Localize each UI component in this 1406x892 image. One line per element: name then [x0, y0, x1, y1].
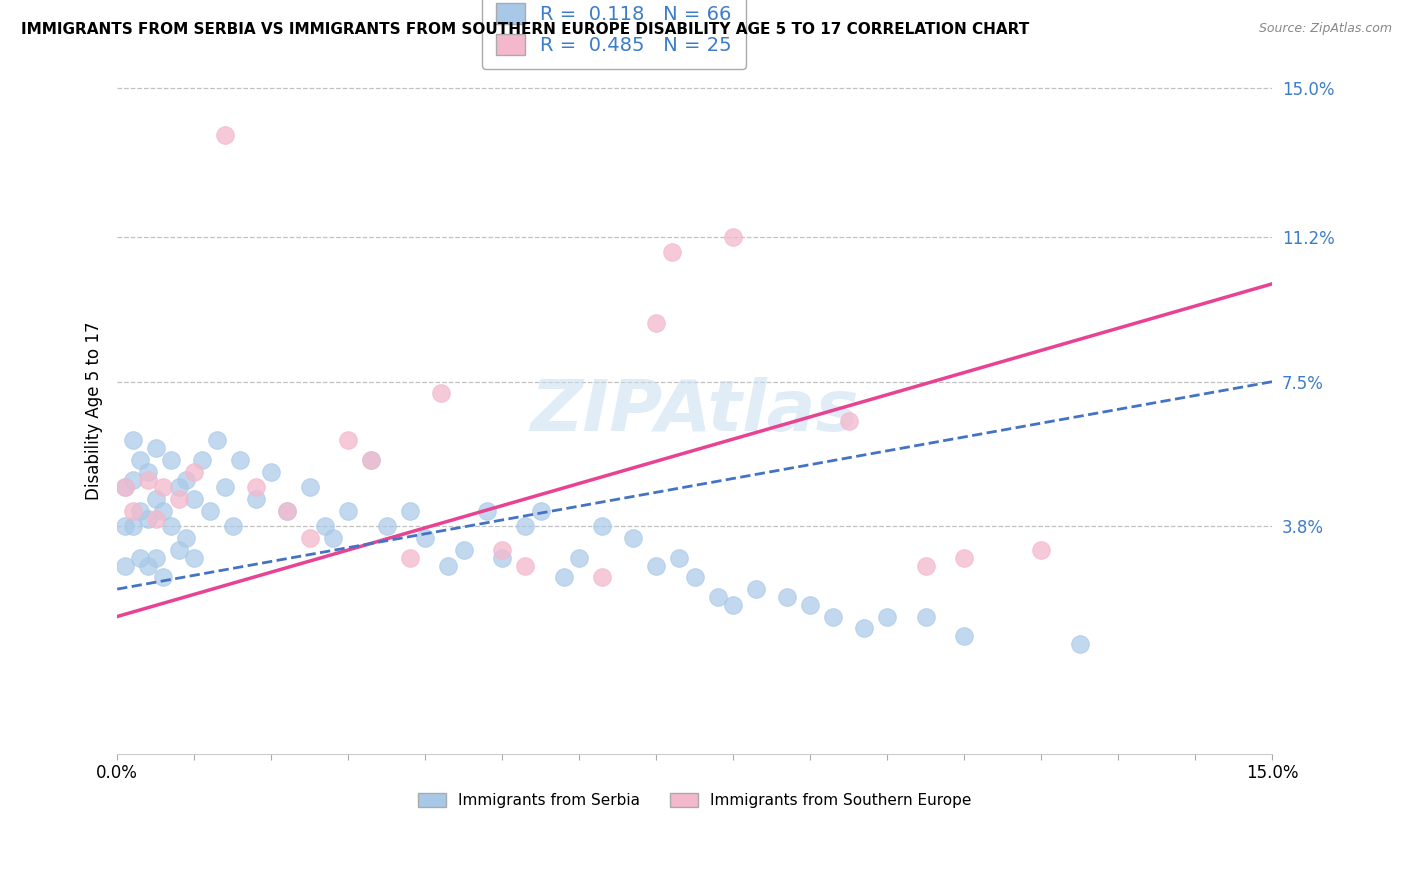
- Point: [129, 453, 152, 467]
- Text: ZIPAtlas: ZIPAtlas: [530, 376, 859, 445]
- Point: [645, 558, 668, 573]
- Point: [145, 511, 167, 525]
- Point: [191, 453, 214, 467]
- Point: [437, 558, 460, 573]
- Point: [668, 550, 690, 565]
- Point: [683, 570, 706, 584]
- Point: [1069, 637, 1091, 651]
- Point: [515, 519, 537, 533]
- Legend: Immigrants from Serbia, Immigrants from Southern Europe: Immigrants from Serbia, Immigrants from …: [412, 787, 977, 814]
- Point: [745, 582, 768, 596]
- Point: [260, 465, 283, 479]
- Point: [530, 504, 553, 518]
- Point: [121, 434, 143, 448]
- Point: [707, 590, 730, 604]
- Point: [515, 558, 537, 573]
- Point: [152, 504, 174, 518]
- Point: [145, 492, 167, 507]
- Point: [114, 558, 136, 573]
- Point: [298, 480, 321, 494]
- Point: [853, 621, 876, 635]
- Point: [876, 609, 898, 624]
- Point: [183, 492, 205, 507]
- Point: [838, 414, 860, 428]
- Point: [160, 453, 183, 467]
- Point: [591, 570, 613, 584]
- Point: [145, 550, 167, 565]
- Point: [152, 570, 174, 584]
- Point: [475, 504, 498, 518]
- Point: [229, 453, 252, 467]
- Point: [314, 519, 336, 533]
- Point: [114, 480, 136, 494]
- Point: [360, 453, 382, 467]
- Point: [429, 386, 451, 401]
- Point: [491, 543, 513, 558]
- Point: [375, 519, 398, 533]
- Point: [491, 550, 513, 565]
- Point: [398, 504, 420, 518]
- Point: [453, 543, 475, 558]
- Point: [167, 480, 190, 494]
- Point: [1031, 543, 1053, 558]
- Point: [276, 504, 298, 518]
- Point: [183, 465, 205, 479]
- Point: [645, 316, 668, 330]
- Point: [129, 550, 152, 565]
- Point: [799, 598, 821, 612]
- Point: [160, 519, 183, 533]
- Point: [953, 629, 976, 643]
- Point: [167, 543, 190, 558]
- Point: [914, 558, 936, 573]
- Point: [322, 531, 344, 545]
- Point: [176, 531, 198, 545]
- Point: [214, 480, 236, 494]
- Point: [245, 492, 267, 507]
- Point: [121, 519, 143, 533]
- Point: [360, 453, 382, 467]
- Text: IMMIGRANTS FROM SERBIA VS IMMIGRANTS FROM SOUTHERN EUROPE DISABILITY AGE 5 TO 17: IMMIGRANTS FROM SERBIA VS IMMIGRANTS FRO…: [21, 22, 1029, 37]
- Point: [337, 504, 360, 518]
- Point: [183, 550, 205, 565]
- Point: [207, 434, 229, 448]
- Point: [245, 480, 267, 494]
- Point: [176, 473, 198, 487]
- Point: [222, 519, 245, 533]
- Point: [723, 230, 745, 244]
- Point: [591, 519, 613, 533]
- Point: [145, 441, 167, 455]
- Point: [298, 531, 321, 545]
- Point: [114, 480, 136, 494]
- Text: Source: ZipAtlas.com: Source: ZipAtlas.com: [1258, 22, 1392, 36]
- Point: [823, 609, 845, 624]
- Point: [337, 434, 360, 448]
- Point: [276, 504, 298, 518]
- Point: [621, 531, 644, 545]
- Y-axis label: Disability Age 5 to 17: Disability Age 5 to 17: [86, 322, 103, 500]
- Point: [114, 519, 136, 533]
- Point: [723, 598, 745, 612]
- Point: [136, 473, 159, 487]
- Point: [398, 550, 420, 565]
- Point: [152, 480, 174, 494]
- Point: [198, 504, 221, 518]
- Point: [121, 473, 143, 487]
- Point: [136, 511, 159, 525]
- Point: [214, 128, 236, 142]
- Point: [914, 609, 936, 624]
- Point: [661, 245, 683, 260]
- Point: [413, 531, 436, 545]
- Point: [129, 504, 152, 518]
- Point: [568, 550, 591, 565]
- Point: [953, 550, 976, 565]
- Point: [167, 492, 190, 507]
- Point: [553, 570, 575, 584]
- Point: [776, 590, 799, 604]
- Point: [121, 504, 143, 518]
- Point: [136, 465, 159, 479]
- Point: [136, 558, 159, 573]
